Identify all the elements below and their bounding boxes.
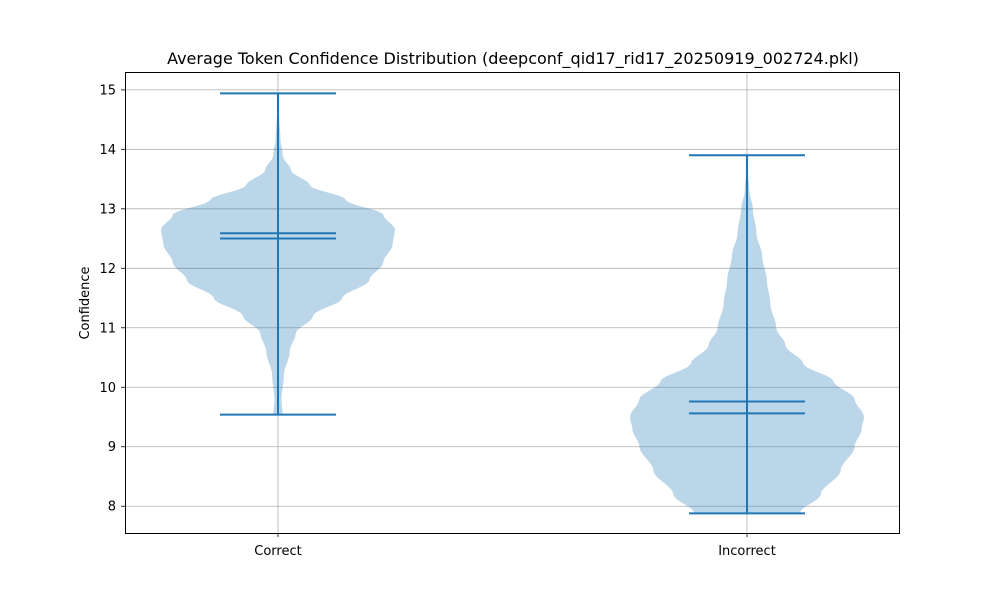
y-tick-label: 11 (99, 321, 116, 336)
chart-title: Average Token Confidence Distribution (d… (167, 49, 859, 69)
y-tick-label: 9 (108, 440, 116, 455)
violin-stat-lines (220, 92, 805, 515)
y-axis-ticks: 8 9 10 11 12 13 14 15 (99, 83, 125, 515)
y-axis-label: Confidence (78, 266, 93, 339)
y-tick-label: 13 (99, 202, 116, 217)
y-tick-label: 10 (99, 381, 116, 396)
x-tick-label: Correct (254, 544, 301, 559)
x-tick-label: Incorrect (718, 544, 776, 559)
y-tick-label: 8 (108, 500, 116, 515)
y-tick-label: 12 (99, 262, 116, 277)
violin-bodies (161, 93, 864, 514)
y-tick-label: 14 (99, 143, 116, 158)
y-tick-label: 15 (99, 83, 116, 98)
plot-frame (125, 72, 900, 534)
x-axis-ticks: Correct Incorrect (254, 533, 776, 559)
